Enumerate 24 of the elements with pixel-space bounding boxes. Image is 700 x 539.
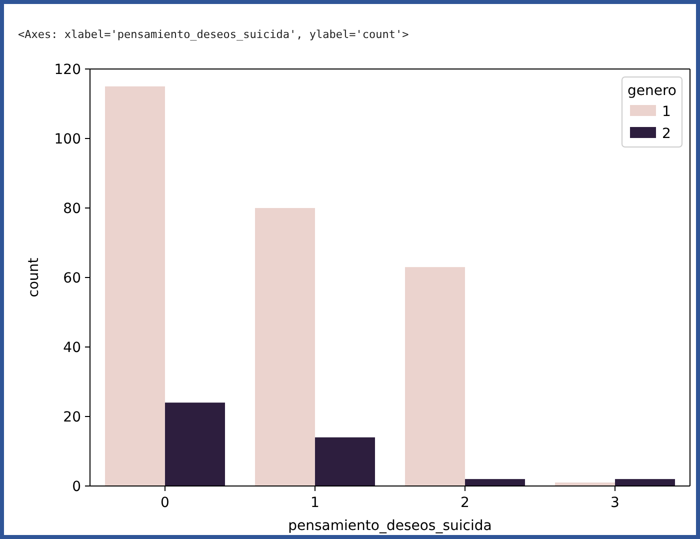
bar <box>315 437 375 486</box>
y-tick-label: 20 <box>63 409 81 426</box>
bar <box>165 402 225 486</box>
bar <box>465 479 525 486</box>
x-axis-title: pensamiento_deseos_suicida <box>288 518 492 534</box>
bar <box>405 267 465 486</box>
x-tick-label: 3 <box>610 495 620 511</box>
x-tick-label: 1 <box>310 495 320 511</box>
legend-title: genero <box>628 83 676 99</box>
y-tick-label: 80 <box>63 200 81 217</box>
bar <box>615 479 675 486</box>
y-tick-label: 60 <box>63 270 81 286</box>
legend-label: 1 <box>662 104 671 120</box>
y-tick-label: 0 <box>72 478 81 495</box>
y-tick-label: 100 <box>54 131 81 148</box>
legend-label: 2 <box>662 126 671 142</box>
x-tick-label: 2 <box>460 495 470 511</box>
y-axis-title: count <box>26 257 42 298</box>
y-tick-label: 120 <box>54 62 81 78</box>
x-tick-label: 0 <box>160 495 170 511</box>
y-tick-label: 40 <box>63 340 81 356</box>
text: <Axes: xlabel='pensamiento_deseos_suicida', ylabel='count'> <box>18 28 410 41</box>
bar <box>105 86 165 486</box>
bar <box>255 208 315 486</box>
